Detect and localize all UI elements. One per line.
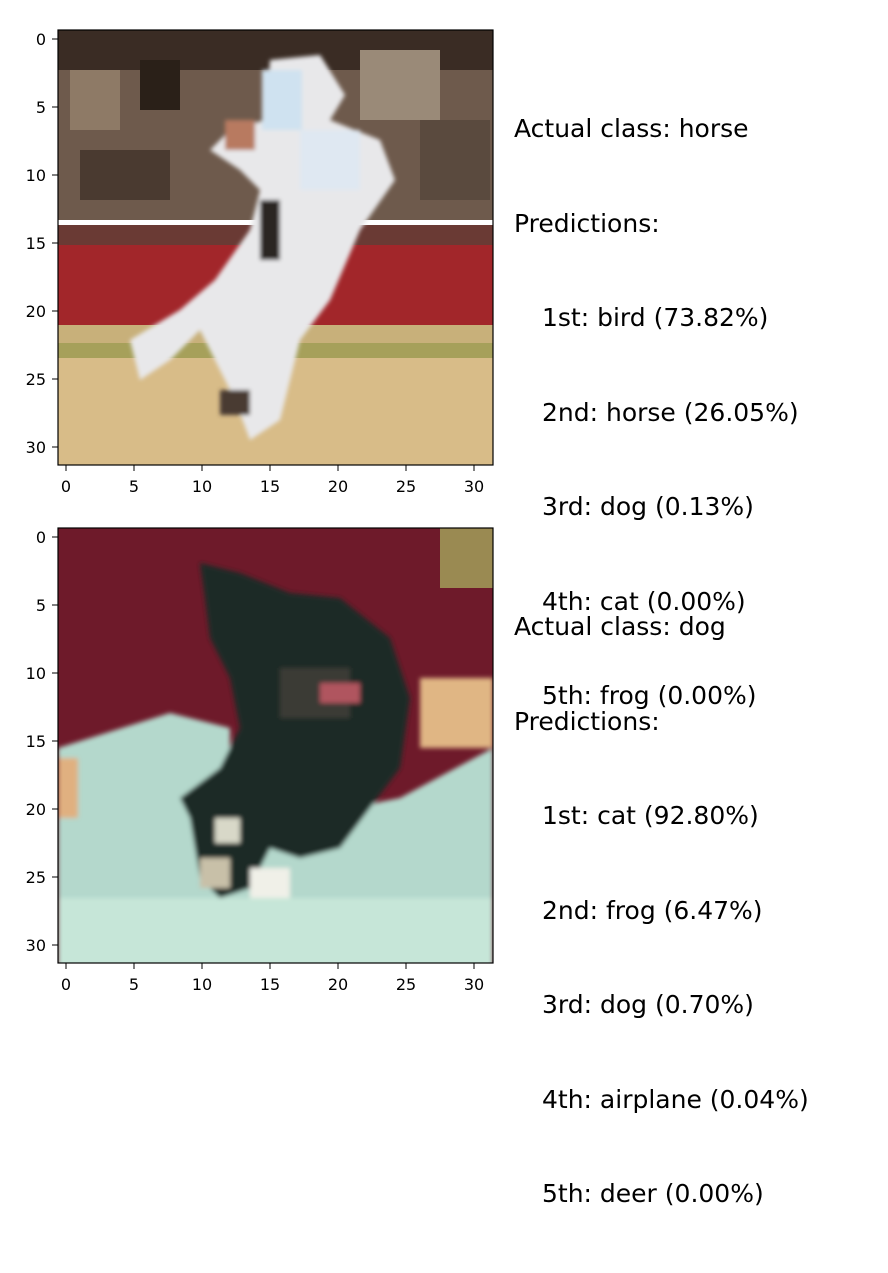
- svg-text:15: 15: [26, 732, 46, 751]
- svg-text:20: 20: [328, 477, 348, 496]
- y-tick: 20: [26, 302, 58, 321]
- prediction-item: 2nd: horse (26.05%): [542, 397, 799, 427]
- svg-text:10: 10: [192, 975, 212, 994]
- horse-image: [58, 30, 493, 465]
- svg-text:20: 20: [26, 302, 46, 321]
- svg-text:5: 5: [36, 596, 46, 615]
- svg-text:0: 0: [61, 975, 71, 994]
- svg-text:20: 20: [26, 800, 46, 819]
- y-tick: 15: [26, 234, 58, 253]
- svg-text:30: 30: [464, 975, 484, 994]
- y-tick: 10: [26, 166, 58, 185]
- prediction-item: 4th: airplane (0.04%): [542, 1084, 809, 1114]
- y-tick: 30: [26, 936, 58, 955]
- x-tick: 0: [61, 963, 71, 994]
- x-axis-1: 0 5 10 15 20 25 30: [61, 465, 484, 496]
- prediction-item: 2nd: frog (6.47%): [542, 895, 763, 925]
- y-tick: 5: [36, 596, 58, 615]
- svg-text:25: 25: [26, 370, 46, 389]
- y-tick: 20: [26, 800, 58, 819]
- svg-text:25: 25: [396, 477, 416, 496]
- y-axis-1: 0 5 10 15 20 25 30: [26, 30, 58, 457]
- svg-text:10: 10: [192, 477, 212, 496]
- image-plot-1: 0 5 10 15 20 25 30 0 5 10 15 20 25 30: [26, 29, 494, 496]
- svg-text:15: 15: [260, 975, 280, 994]
- panel-2: 0 5 10 15 20 25 30 0 5 10 15 20 25 30 Ac…: [0, 498, 888, 1208]
- svg-text:10: 10: [26, 664, 46, 683]
- svg-text:15: 15: [26, 234, 46, 253]
- prediction-item: 1st: cat (92.80%): [542, 801, 759, 830]
- svg-text:5: 5: [129, 975, 139, 994]
- y-axis-2: 0 5 10 15 20 25 30: [26, 528, 58, 955]
- prediction-item: 5th: frog (0.00%): [542, 681, 757, 710]
- x-tick: 30: [464, 465, 484, 496]
- predictions-heading: Predictions:: [514, 208, 660, 238]
- image-plot-2: 0 5 10 15 20 25 30 0 5 10 15 20 25 30: [26, 527, 494, 994]
- y-tick: 0: [36, 528, 58, 547]
- panel-1: 0 5 10 15 20 25 30 0 5 10 15 20 25 30 Ac…: [0, 0, 888, 710]
- y-tick: 5: [36, 98, 58, 117]
- prediction-item: 3rd: dog (0.70%): [542, 990, 754, 1019]
- x-tick: 15: [260, 963, 280, 994]
- y-tick: 25: [26, 868, 58, 887]
- x-tick: 25: [396, 963, 416, 994]
- svg-text:0: 0: [36, 528, 46, 547]
- x-tick: 5: [129, 465, 139, 496]
- svg-text:30: 30: [26, 936, 46, 955]
- svg-text:30: 30: [26, 438, 46, 457]
- actual-class-label: Actual class: horse: [514, 114, 749, 143]
- y-tick: 15: [26, 732, 58, 751]
- x-tick: 10: [192, 963, 212, 994]
- svg-text:25: 25: [396, 975, 416, 994]
- svg-text:10: 10: [26, 166, 46, 185]
- prediction-item: 4th: cat (0.00%): [542, 586, 746, 616]
- svg-text:5: 5: [129, 477, 139, 496]
- x-tick: 25: [396, 465, 416, 496]
- predictions-heading: Predictions:: [514, 706, 660, 736]
- actual-class-label: Actual class: dog: [514, 612, 726, 641]
- svg-text:0: 0: [61, 477, 71, 496]
- svg-text:30: 30: [464, 477, 484, 496]
- x-tick: 10: [192, 465, 212, 496]
- prediction-text-2: Actual class: dog Predictions: 1st: cat …: [514, 548, 809, 1273]
- y-tick: 0: [36, 30, 58, 49]
- svg-text:5: 5: [36, 98, 46, 117]
- prediction-text-1: Actual class: horse Predictions: 1st: bi…: [514, 50, 799, 775]
- svg-text:0: 0: [36, 30, 46, 49]
- x-tick: 30: [464, 963, 484, 994]
- svg-text:25: 25: [26, 868, 46, 887]
- y-tick: 10: [26, 664, 58, 683]
- x-tick: 15: [260, 465, 280, 496]
- y-tick: 30: [26, 438, 58, 457]
- dog-image: [58, 528, 493, 963]
- y-tick: 25: [26, 370, 58, 389]
- x-tick: 0: [61, 465, 71, 496]
- prediction-item: 5th: deer (0.00%): [542, 1179, 764, 1208]
- prediction-item: 1st: bird (73.82%): [542, 303, 769, 332]
- x-tick: 20: [328, 465, 348, 496]
- prediction-item: 3rd: dog (0.13%): [542, 492, 754, 521]
- x-tick: 20: [328, 963, 348, 994]
- x-tick: 5: [129, 963, 139, 994]
- x-axis-2: 0 5 10 15 20 25 30: [61, 963, 484, 994]
- svg-text:15: 15: [260, 477, 280, 496]
- svg-text:20: 20: [328, 975, 348, 994]
